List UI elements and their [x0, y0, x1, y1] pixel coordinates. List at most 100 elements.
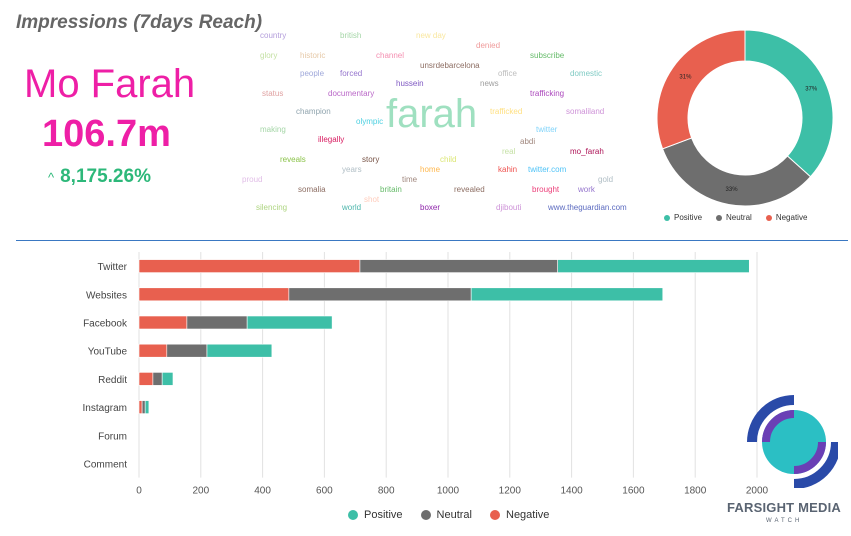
donut-legend-negative-label: Negative	[775, 213, 808, 222]
cloud-word: domestic	[570, 69, 603, 78]
x-tick-label: 400	[254, 486, 271, 497]
sentiment-donut-chart: 37% 33% 31%	[656, 29, 834, 207]
x-tick-label: 600	[316, 486, 333, 497]
cloud-word: historic	[300, 51, 326, 60]
x-tick-label: 1600	[622, 486, 645, 497]
cloud-word: twitter.com	[528, 165, 567, 174]
bar-facebook-negative[interactable]	[138, 315, 188, 330]
bar-websites-positive[interactable]	[470, 287, 664, 302]
cloud-word: farah	[386, 92, 478, 136]
bar-websites-negative[interactable]	[138, 287, 290, 302]
cloud-word: trafficking	[530, 89, 565, 98]
logo-name: FARSIGHT MEDIA	[727, 500, 842, 515]
bar-reddit-negative[interactable]	[138, 372, 154, 386]
category-label: Twitter	[98, 262, 128, 273]
cloud-word: olympic	[356, 117, 384, 126]
bar-facebook-positive[interactable]	[246, 315, 333, 330]
category-label: Comment	[84, 460, 128, 471]
donut-legend-neutral-label: Neutral	[726, 213, 752, 222]
cloud-word: years	[342, 165, 362, 174]
cloud-word: documentary	[328, 89, 375, 98]
category-label: Websites	[86, 290, 127, 301]
page-title: Impressions (7days Reach)	[16, 12, 263, 33]
cloud-word: british	[340, 31, 362, 40]
donut-slice-positive[interactable]	[744, 29, 834, 178]
cloud-word: office	[498, 69, 517, 78]
category-label: Forum	[98, 431, 127, 442]
cloud-word: making	[260, 125, 286, 134]
x-tick-label: 1400	[560, 486, 583, 497]
bar-instagram-positive[interactable]	[144, 400, 150, 414]
bar-reddit-positive[interactable]	[161, 372, 174, 386]
category-label: Reddit	[98, 375, 127, 386]
cloud-word: real	[502, 147, 516, 156]
bar-reddit-neutral[interactable]	[152, 372, 163, 386]
cloud-word: home	[420, 165, 441, 174]
bar-youtube-positive[interactable]	[206, 343, 273, 358]
bar-legend-negative-label: Negative	[506, 509, 550, 521]
donut-slice-negative[interactable]	[656, 29, 746, 150]
bar-legend: Positive Neutral Negative	[348, 509, 549, 521]
negative-dot-icon	[765, 214, 772, 221]
cloud-word: silencing	[256, 203, 288, 212]
word-cloud: country british new day glory historic channe…	[240, 26, 640, 222]
cloud-word: child	[440, 155, 457, 164]
cloud-word: subscribe	[530, 51, 565, 60]
cloud-word: channel	[376, 51, 405, 60]
x-tick-label: 200	[192, 486, 209, 497]
cloud-word: shot	[364, 195, 380, 204]
donut-slice-neutral[interactable]	[661, 137, 812, 207]
bar-twitter-negative[interactable]	[138, 259, 361, 273]
category-label: YouTube	[88, 347, 128, 358]
bar-instagram-neutral[interactable]	[141, 400, 146, 414]
bar-twitter-positive[interactable]	[557, 259, 750, 273]
bar-websites-neutral[interactable]	[288, 287, 472, 302]
impressions-value: 106.7m	[42, 113, 171, 155]
bar-legend-negative[interactable]: Negative	[490, 509, 549, 521]
cloud-word: www.theguardian.com	[548, 203, 627, 212]
cloud-word: champion	[296, 107, 331, 116]
cloud-word: proud	[242, 175, 263, 184]
cloud-word: somalia	[298, 185, 326, 194]
bar-youtube-negative[interactable]	[138, 343, 168, 358]
neutral-dot-icon	[716, 214, 723, 221]
donut-label-negative: 31%	[679, 75, 692, 81]
cloud-word: news	[480, 79, 499, 88]
cloud-word: djibouti	[496, 203, 522, 212]
logo-subtitle: WATCH	[766, 518, 803, 524]
cloud-word: abdi	[520, 137, 536, 146]
x-tick-label: 0	[136, 486, 142, 497]
bar-legend-positive[interactable]: Positive	[348, 509, 403, 521]
farsight-logo-icon	[747, 395, 838, 488]
cloud-word: new day	[416, 31, 446, 40]
cloud-word: mo_farah	[570, 147, 604, 156]
cloud-word: boxer	[420, 203, 441, 212]
bar-twitter-neutral[interactable]	[359, 259, 558, 273]
bar-instagram-negative[interactable]	[138, 400, 143, 414]
x-tick-label: 1000	[437, 486, 460, 497]
x-tick-label: 2000	[746, 486, 769, 497]
cloud-word: revealed	[454, 185, 485, 194]
cloud-word: unsrdebarcelona	[420, 61, 480, 70]
bar-legend-positive-label: Positive	[364, 509, 403, 521]
cloud-word: reveals	[280, 155, 306, 164]
cloud-word: story	[362, 155, 380, 164]
donut-label-neutral: 33%	[726, 187, 739, 193]
cloud-word: world	[342, 203, 362, 212]
cloud-word: denied	[476, 41, 501, 50]
cloud-word: country	[260, 31, 287, 40]
cloud-word: britain	[380, 185, 402, 194]
cloud-word: status	[262, 89, 284, 98]
cloud-word: people	[300, 69, 325, 78]
cloud-word: twitter	[536, 125, 558, 134]
donut-legend-positive: Positive	[664, 213, 702, 222]
bar-legend-neutral[interactable]: Neutral	[420, 509, 472, 521]
cloud-word: glory	[260, 51, 278, 60]
bar-youtube-neutral[interactable]	[166, 343, 208, 358]
bar-facebook-neutral[interactable]	[186, 315, 248, 330]
donut-legend-positive-label: Positive	[674, 213, 703, 222]
x-tick-label: 1800	[684, 486, 707, 497]
change-value: 8,175.26%	[60, 166, 151, 187]
cloud-word: trafficked	[490, 107, 523, 116]
cloud-word: somaliland	[566, 107, 605, 116]
